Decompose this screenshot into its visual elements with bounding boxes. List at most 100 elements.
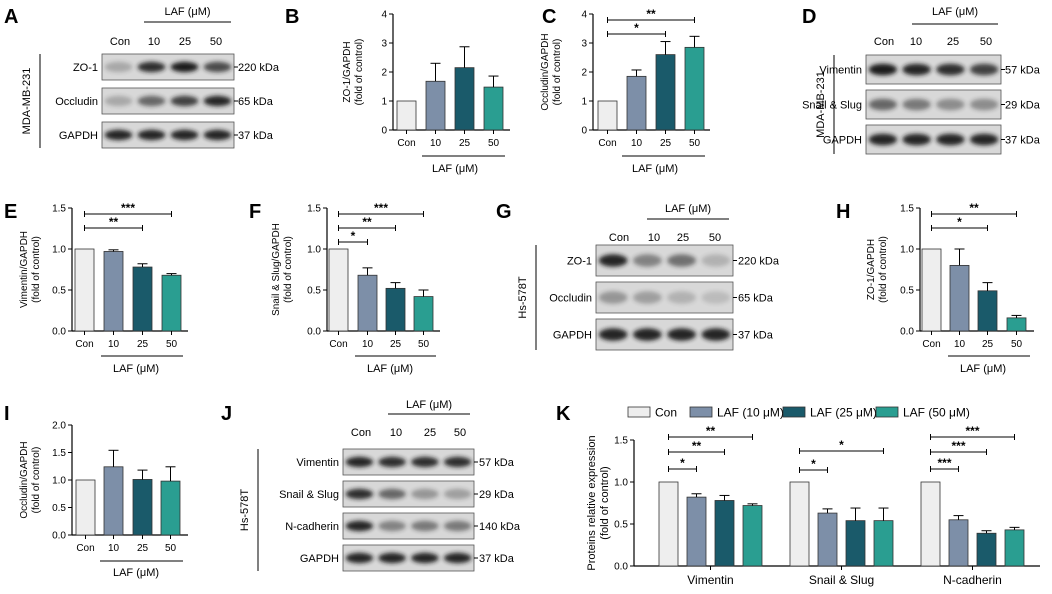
- significance-label: **: [969, 201, 979, 215]
- bar-con: [75, 479, 96, 536]
- x-tick-label: 25: [660, 138, 672, 149]
- blot-band: [378, 488, 406, 500]
- x-tick-label: Con: [76, 543, 94, 554]
- bar-chart-f: 0.0 0.5 1.0 1.5 Snail & Slug/GAPDH(fold of c…: [271, 201, 440, 375]
- x-tick-label: 10: [631, 138, 643, 149]
- significance-label: **: [692, 439, 702, 453]
- bar: [976, 532, 997, 567]
- blot-lane-label: 10: [390, 427, 402, 439]
- blot-lane-label: Con: [609, 232, 629, 244]
- western-blot-a: LAF (μM) Con 10 25 50 MDA-MB-231 ZO-1 220 kDa Oc…: [21, 6, 280, 149]
- y-tick-label: 0.0: [900, 327, 914, 338]
- panel-letter-j: J: [221, 403, 232, 425]
- blot-band: [345, 552, 374, 564]
- blot-band: [203, 129, 232, 141]
- blot-lane-label: 50: [709, 232, 721, 244]
- y-tick-label: 0.5: [900, 286, 914, 297]
- blot-band: [598, 291, 628, 304]
- x-axis-label: LAF (μM): [632, 163, 678, 175]
- x-tick-label: 10: [430, 138, 442, 149]
- significance-label: *: [634, 21, 639, 35]
- blot-kda-label: 57 kDa: [479, 457, 515, 469]
- blot-protein-label: Occludin: [55, 96, 98, 108]
- blot-lane-label: 25: [179, 36, 191, 48]
- blot-band: [443, 520, 472, 532]
- blot-band: [701, 254, 731, 267]
- blot-cell-line-label: MDA-MB-231: [21, 68, 33, 135]
- x-axis-label: LAF (μM): [960, 363, 1006, 375]
- blot-band: [902, 63, 931, 76]
- blot-band: [170, 129, 199, 141]
- bar-10: [425, 80, 446, 131]
- legend-swatch: [782, 406, 806, 418]
- blot-kda-label: 57 kDa: [1005, 65, 1041, 77]
- bar: [845, 520, 866, 567]
- blot-lane-label: 10: [910, 36, 922, 48]
- blot-band: [104, 129, 133, 141]
- bar-con: [396, 100, 417, 131]
- blot-band: [667, 254, 697, 267]
- bar-10: [626, 75, 647, 131]
- legend-label: LAF (25 μM): [810, 406, 877, 420]
- blot-protein-label: GAPDH: [300, 553, 339, 565]
- blot-lane-label: 25: [424, 427, 436, 439]
- y-axis-label: Proteins relative expression(fold of con…: [586, 435, 611, 570]
- y-tick-label: 1.0: [307, 245, 321, 256]
- blot-lane-label: 10: [148, 36, 160, 48]
- bar: [686, 496, 707, 567]
- x-tick-label: 50: [165, 543, 177, 554]
- blot-band: [868, 133, 898, 146]
- blot-protein-label: Vimentin: [296, 457, 339, 469]
- blot-lane-label: Con: [110, 36, 130, 48]
- significance-label: *: [811, 457, 816, 471]
- panel-letter-b: B: [285, 6, 299, 28]
- blot-protein-label: Snail & Slug: [279, 489, 339, 501]
- bar-con: [597, 100, 618, 131]
- x-axis-label: LAF (μM): [113, 567, 159, 579]
- panel-letter-a: A: [4, 6, 18, 28]
- x-axis-label: LAF (μM): [367, 363, 413, 375]
- y-tick-label: 1: [381, 97, 387, 108]
- bar-10: [103, 466, 124, 536]
- blot-band: [598, 328, 628, 341]
- blot-cell-line-label: Hs-578T: [517, 276, 529, 318]
- y-tick-label: 0.0: [614, 562, 628, 573]
- x-tick-label: Con: [397, 138, 415, 149]
- x-axis-label: LAF (μM): [432, 163, 478, 175]
- x-tick-label: 50: [1011, 339, 1023, 350]
- blot-band: [632, 328, 662, 341]
- bar-10: [357, 274, 378, 332]
- blot-kda-label: 37 kDa: [1005, 135, 1041, 147]
- significance-label: **: [362, 215, 372, 229]
- x-tick-label: 25: [390, 339, 402, 350]
- blot-band: [137, 61, 166, 73]
- bar-25: [385, 287, 406, 332]
- x-tick-label: 25: [982, 339, 994, 350]
- x-tick-label: Con: [598, 138, 616, 149]
- blot-lane-label: Con: [874, 36, 894, 48]
- panel-letter-f: F: [249, 201, 261, 223]
- significance-label: ***: [951, 439, 965, 453]
- x-tick-label: 25: [137, 543, 149, 554]
- blot-band: [632, 254, 662, 267]
- blot-band: [598, 254, 628, 267]
- y-tick-label: 0: [381, 126, 387, 137]
- bar-50: [413, 296, 434, 332]
- y-tick-label: 0.5: [52, 286, 66, 297]
- x-tick-label: 10: [954, 339, 966, 350]
- blot-band: [203, 95, 232, 107]
- blot-band: [443, 488, 472, 500]
- legend-label: LAF (50 μM): [903, 406, 970, 420]
- y-tick-label: 0.5: [52, 503, 66, 514]
- x-tick-label: 25: [137, 339, 149, 350]
- significance-label: ***: [937, 456, 951, 470]
- significance-label: ***: [374, 201, 388, 215]
- blot-band: [345, 488, 374, 500]
- significance-label: *: [351, 229, 356, 243]
- y-tick-label: 1.0: [900, 245, 914, 256]
- blot-band: [902, 98, 931, 111]
- y-tick-label: 2: [581, 68, 587, 79]
- blot-kda-label: 220 kDa: [738, 256, 780, 268]
- panel-letter-k: K: [556, 403, 571, 425]
